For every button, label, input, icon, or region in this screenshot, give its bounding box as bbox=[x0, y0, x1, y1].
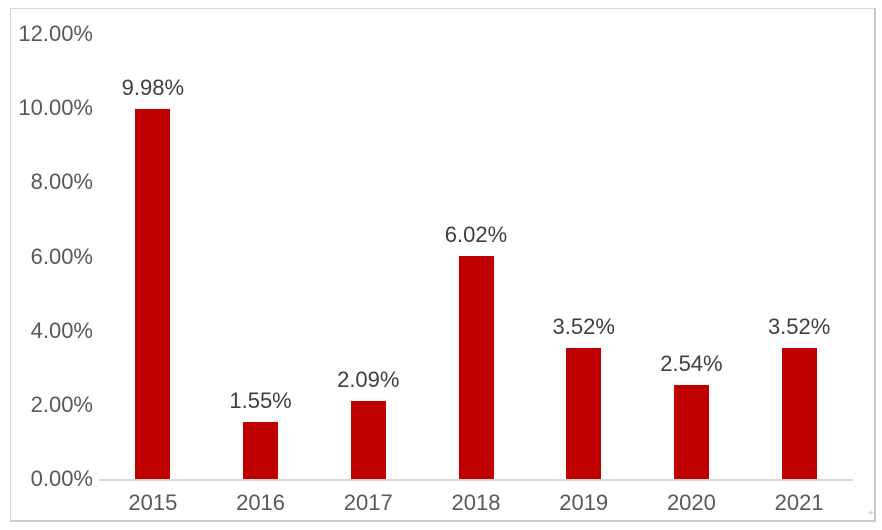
data-label-2019: 3.52% bbox=[552, 314, 615, 340]
x-axis-label-2017: 2017 bbox=[343, 490, 393, 515]
bar-2020 bbox=[673, 384, 709, 479]
bar-2021 bbox=[781, 348, 817, 479]
x-axis-label-2016: 2016 bbox=[236, 490, 286, 515]
y-axis-tick-label: 0.00% bbox=[30, 466, 93, 491]
data-label-2017: 2.09% bbox=[337, 367, 400, 393]
data-label-2015: 9.98% bbox=[121, 74, 185, 100]
y-axis-tick-label: 6.00% bbox=[30, 243, 93, 269]
bar-2017 bbox=[350, 401, 386, 479]
data-label-2020: 2.54% bbox=[660, 350, 723, 376]
bar-2015 bbox=[135, 108, 171, 479]
y-axis-tick-label: 8.00% bbox=[30, 169, 93, 195]
x-axis-label-2019: 2019 bbox=[559, 490, 609, 515]
corner-mark: + bbox=[868, 508, 874, 519]
x-axis-line bbox=[99, 479, 853, 481]
data-label-2021: 3.52% bbox=[767, 314, 831, 340]
chart-frame: 12.00% 10.00% 8.00% 6.00% 4.00% 2.00% 0.00% 9.… bbox=[10, 8, 876, 522]
bar-2016 bbox=[243, 421, 279, 479]
y-axis-tick-label: 2.00% bbox=[30, 391, 93, 417]
x-axis-label-2015: 2015 bbox=[128, 490, 178, 515]
y-axis-tick-label: 12.00% bbox=[18, 21, 93, 46]
bar-2018 bbox=[458, 255, 494, 479]
y-axis-tick-label: 10.00% bbox=[18, 95, 93, 121]
bar-2019 bbox=[566, 348, 602, 479]
data-label-2018: 6.02% bbox=[444, 221, 508, 247]
data-label-2016: 1.55% bbox=[229, 387, 292, 413]
y-axis-tick-label: 4.00% bbox=[30, 317, 93, 343]
x-axis-label-2018: 2018 bbox=[451, 490, 501, 515]
x-axis-label-2021: 2021 bbox=[774, 490, 824, 515]
x-axis-label-2020: 2020 bbox=[666, 490, 716, 515]
